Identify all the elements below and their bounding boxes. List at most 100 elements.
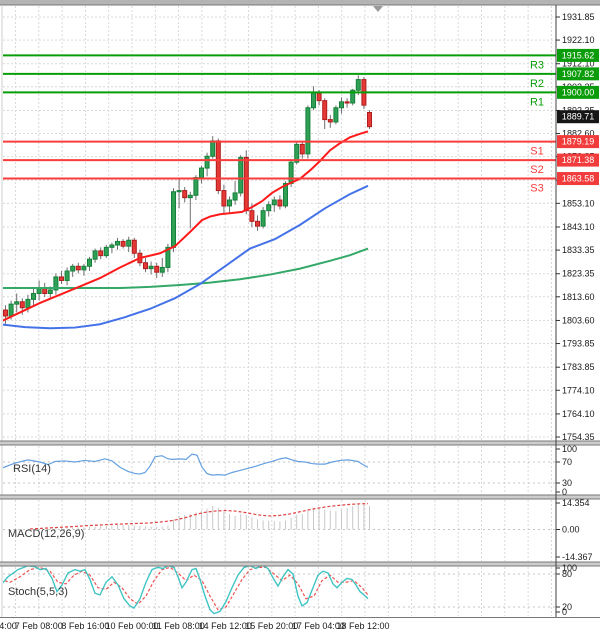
stoch-d-line bbox=[3, 566, 369, 611]
candle-bullish bbox=[193, 177, 199, 196]
candle-bullish bbox=[87, 258, 92, 267]
candle-bullish bbox=[159, 266, 165, 273]
candle-bearish bbox=[277, 199, 283, 207]
candle-bullish bbox=[176, 190, 182, 193]
resistance-price-badge bbox=[557, 48, 599, 62]
candle-bullish bbox=[92, 250, 98, 260]
resistance-label: R1 bbox=[530, 96, 544, 108]
stoch-panel bbox=[3, 566, 369, 615]
indicator-tick-label: 0.00 bbox=[562, 525, 580, 535]
candle-bullish bbox=[283, 182, 288, 207]
time-axis-label: 17 Feb 04:00 bbox=[292, 621, 345, 631]
moving-averages bbox=[3, 130, 369, 330]
candle-bearish bbox=[75, 265, 81, 271]
price-tick-label: 1764.10 bbox=[562, 409, 595, 419]
current-price-badge-text: 1889.71 bbox=[562, 112, 595, 122]
rsi-line bbox=[3, 453, 369, 476]
candle-bullish bbox=[165, 246, 171, 268]
candle-bullish bbox=[227, 199, 232, 207]
price-tick-label: 1754.35 bbox=[562, 432, 595, 442]
time-axis-label: 10 Feb 00:00 bbox=[105, 621, 158, 631]
candle-bearish bbox=[221, 190, 227, 207]
candle-bullish bbox=[288, 161, 294, 184]
resistance-price-badge-text: 1915.62 bbox=[562, 50, 595, 60]
time-axis-label: 7 Feb 08:00 bbox=[15, 621, 63, 631]
candlestick-series bbox=[3, 75, 372, 326]
support-label: S1 bbox=[530, 146, 543, 158]
resistance-price-badge-text: 1900.00 bbox=[562, 87, 595, 97]
time-axis-label: 11 Feb 08:00 bbox=[152, 621, 204, 631]
resistance-label: R3 bbox=[530, 59, 544, 71]
candle-bullish bbox=[339, 101, 344, 109]
panel-separator bbox=[0, 562, 600, 566]
candle-bullish bbox=[171, 191, 176, 248]
price-tick-label: 1882.60 bbox=[562, 129, 595, 139]
price-tick-label: 1931.85 bbox=[562, 12, 595, 22]
time-axis-label: 14 Feb 12:00 bbox=[199, 621, 252, 631]
time-axis-label: 4:00 bbox=[0, 621, 17, 631]
panel-separator bbox=[0, 441, 600, 445]
support-label: S3 bbox=[530, 183, 543, 195]
candle-bullish bbox=[14, 301, 20, 305]
price-tick-label: 1823.35 bbox=[562, 269, 595, 279]
resistance-price-badge bbox=[557, 67, 599, 81]
candle-bullish bbox=[109, 244, 115, 248]
candle-bullish bbox=[260, 210, 266, 227]
indicator-tick-label: 80 bbox=[562, 569, 572, 579]
price-tick-label: 1783.85 bbox=[562, 362, 595, 372]
slow-ma-line bbox=[3, 247, 369, 290]
price-tick-label: 1833.35 bbox=[562, 245, 595, 255]
fast-ma-line bbox=[3, 130, 369, 322]
candle-bullish bbox=[232, 192, 238, 201]
indicator-tick-label: 100 bbox=[562, 563, 577, 573]
candle-bearish bbox=[143, 262, 148, 270]
candle-bullish bbox=[199, 167, 204, 179]
indicator-tick-label: 0 bbox=[562, 487, 567, 497]
candle-bearish bbox=[249, 210, 255, 222]
resistance-label: R2 bbox=[530, 78, 544, 90]
candle-bullish bbox=[305, 107, 311, 155]
pivot-levels: R3 R2 R1 S1 S2 S3 bbox=[3, 54, 556, 195]
indicator-tick-label: 14.354 bbox=[562, 498, 590, 508]
price-tick-label: 1813.60 bbox=[562, 292, 595, 302]
candle-bearish bbox=[316, 92, 322, 102]
indicator-tick-label: 100 bbox=[562, 444, 577, 454]
candle-bearish bbox=[344, 101, 350, 104]
stoch-panel-label: Stoch(5,5,3) bbox=[8, 586, 68, 598]
candle-bearish bbox=[182, 190, 188, 199]
candle-bullish bbox=[311, 92, 316, 109]
candle-bullish bbox=[350, 89, 356, 104]
macd-panel bbox=[29, 503, 370, 530]
candle-bearish bbox=[322, 100, 328, 121]
candle-bullish bbox=[333, 107, 339, 123]
candle-bullish bbox=[266, 204, 272, 212]
support-price-badge bbox=[557, 153, 599, 167]
candle-bullish bbox=[81, 265, 87, 271]
candle-bullish bbox=[210, 140, 216, 157]
support-price-badge-text: 1863.58 bbox=[562, 174, 595, 184]
candle-bullish bbox=[355, 79, 361, 91]
time-axis-label: 8 Feb 16:00 bbox=[61, 621, 109, 631]
macd-panel-label: MACD(12,26,9) bbox=[8, 528, 85, 540]
candle-bullish bbox=[53, 276, 59, 291]
candle-bearish bbox=[3, 309, 8, 317]
price-tick-label: 1793.85 bbox=[562, 339, 595, 349]
candle-bullish bbox=[70, 265, 76, 272]
indicator-tick-label: 70 bbox=[562, 457, 572, 467]
indicator-tick-label: 20 bbox=[562, 602, 572, 612]
resistance-price-badge-text: 1907.82 bbox=[562, 69, 595, 79]
price-tick-label: 1912.10 bbox=[562, 59, 595, 69]
support-price-badge-text: 1871.38 bbox=[562, 155, 595, 165]
candle-bearish bbox=[299, 143, 305, 155]
time-axis-label: 18 Feb 12:00 bbox=[336, 621, 389, 631]
candle-bullish bbox=[126, 239, 132, 247]
candle-bearish bbox=[59, 276, 64, 281]
price-tick-label: 1774.10 bbox=[562, 385, 595, 395]
current-price-badge bbox=[557, 110, 599, 124]
candle-bullish bbox=[8, 303, 14, 317]
price-tick-label: 1922.10 bbox=[562, 35, 595, 45]
